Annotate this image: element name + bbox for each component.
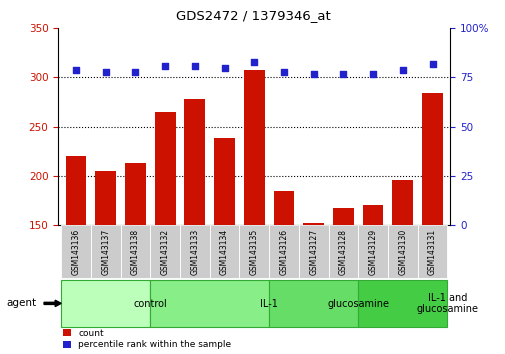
Text: GSM143127: GSM143127 — [309, 229, 318, 275]
Bar — [421, 93, 442, 225]
Bar — [180, 225, 209, 278]
Bar — [298, 225, 328, 278]
Bar — [328, 225, 358, 278]
Bar — [332, 208, 353, 225]
Bar — [387, 225, 417, 278]
Point — [161, 63, 169, 68]
Bar — [209, 225, 239, 278]
Bar — [150, 280, 269, 327]
Text: GSM143134: GSM143134 — [220, 229, 229, 275]
Text: GSM143136: GSM143136 — [71, 229, 80, 275]
Bar — [91, 225, 120, 278]
Bar — [392, 179, 413, 225]
Bar — [302, 223, 323, 225]
Point — [190, 63, 198, 68]
Point — [250, 59, 258, 64]
Point — [102, 69, 110, 74]
Text: IL-1 and
glucosamine: IL-1 and glucosamine — [416, 293, 477, 314]
Text: glucosamine: glucosamine — [327, 298, 388, 309]
Text: GSM143129: GSM143129 — [368, 229, 377, 275]
Bar — [66, 156, 86, 225]
Bar — [150, 225, 180, 278]
Bar — [61, 225, 91, 278]
Text: GSM143131: GSM143131 — [427, 229, 436, 275]
Text: GSM143130: GSM143130 — [397, 229, 407, 275]
Text: GSM143128: GSM143128 — [338, 229, 347, 275]
Bar — [120, 225, 150, 278]
Text: GSM143138: GSM143138 — [131, 229, 140, 275]
Point — [339, 71, 347, 76]
Point — [131, 69, 139, 74]
Text: GSM143126: GSM143126 — [279, 229, 288, 275]
Text: GSM143137: GSM143137 — [101, 229, 110, 275]
Text: GDS2472 / 1379346_at: GDS2472 / 1379346_at — [175, 9, 330, 22]
Text: IL-1: IL-1 — [260, 298, 278, 309]
Point — [72, 67, 80, 73]
Point — [428, 61, 436, 67]
Point — [368, 71, 376, 76]
Point — [309, 71, 317, 76]
Bar — [95, 171, 116, 225]
Point — [279, 69, 287, 74]
Bar — [269, 225, 298, 278]
Point — [220, 65, 228, 70]
Bar — [358, 225, 387, 278]
Bar — [243, 70, 264, 225]
Bar — [358, 280, 446, 327]
Bar — [417, 225, 446, 278]
Bar — [273, 192, 294, 225]
Text: agent: agent — [6, 298, 36, 308]
Bar — [269, 280, 358, 327]
Bar — [362, 205, 383, 225]
Bar — [239, 225, 269, 278]
Bar — [61, 280, 150, 327]
Text: GSM143132: GSM143132 — [160, 229, 169, 275]
Legend: count, percentile rank within the sample: count, percentile rank within the sample — [63, 329, 231, 349]
Bar — [125, 163, 145, 225]
Point — [398, 67, 406, 73]
Bar — [155, 112, 175, 225]
Bar — [184, 99, 205, 225]
Bar — [214, 138, 234, 225]
Text: GSM143133: GSM143133 — [190, 229, 199, 275]
Text: control: control — [133, 298, 167, 309]
Text: GSM143135: GSM143135 — [249, 229, 258, 275]
